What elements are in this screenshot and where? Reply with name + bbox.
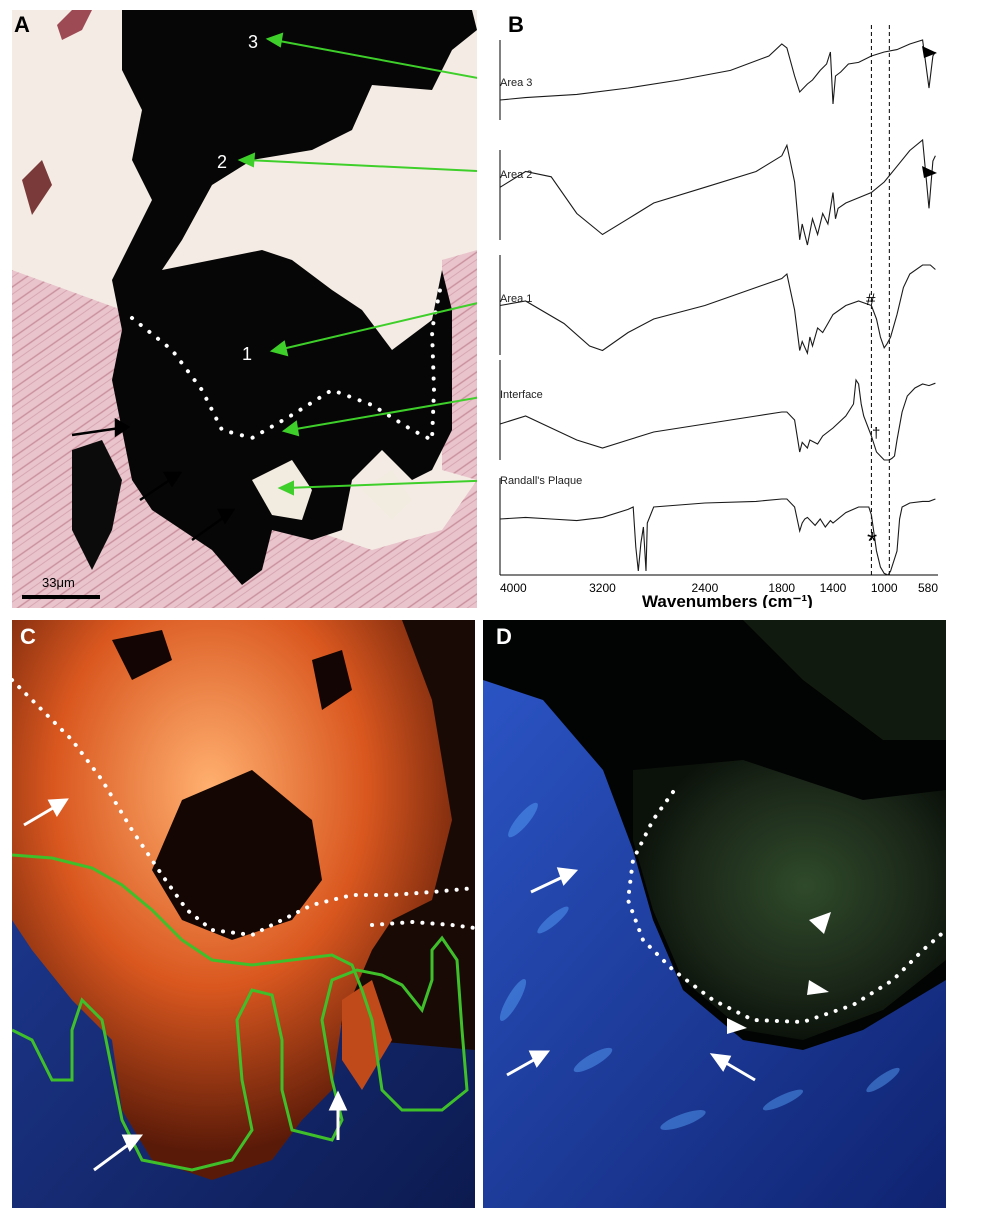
- label-area-2: Area 2: [500, 169, 532, 181]
- panel-a-label: A: [14, 12, 30, 37]
- x-tick-labels: 4000 3200 2400 1800 1400 1000 580: [500, 581, 938, 595]
- arrowhead-area-2: [922, 166, 937, 178]
- label-randalls-plaque: Randall's Plaque: [500, 475, 582, 487]
- label-area-3: Area 3: [500, 77, 532, 89]
- area-2-number: 2: [217, 152, 227, 172]
- panel-c-fluorescence: [12, 620, 475, 1208]
- spectrum-line-4: [499, 378, 936, 461]
- x-tick-label: 3200: [589, 581, 616, 595]
- x-tick-label: 4000: [500, 581, 527, 595]
- reference-lines: [870, 25, 890, 575]
- peak-marker-dagger: †: [872, 425, 880, 442]
- spectra-traces: [499, 39, 936, 576]
- spectrum-line-5: [499, 498, 936, 576]
- x-tick-label: 1800: [768, 581, 795, 595]
- arrowhead-area-3: [922, 46, 937, 58]
- arrowhead-d-3: [727, 1018, 747, 1034]
- panel-c-image: [12, 620, 475, 1208]
- peak-marker-hash: #: [866, 290, 876, 309]
- scale-bar-label: 33μm: [42, 575, 75, 590]
- x-axis-label: Wavenumbers (cm⁻¹): [642, 592, 813, 608]
- x-tick-label: 1400: [820, 581, 847, 595]
- spectrum-line-2: [499, 138, 936, 246]
- arrowhead-d-2: [807, 980, 829, 995]
- x-tick-label: 2400: [692, 581, 719, 595]
- panel-a-image: 3 2 1 33μm: [12, 10, 477, 608]
- panel-c-label: C: [20, 624, 36, 649]
- x-tick-label: 1000: [871, 581, 898, 595]
- panel-b-label: B: [508, 12, 524, 37]
- spectrum-line-3: [499, 264, 936, 356]
- area-1-number: 1: [242, 344, 252, 364]
- arrowhead-d-1: [809, 912, 831, 934]
- label-interface: Interface: [500, 389, 543, 401]
- x-tick-label: 580: [918, 581, 938, 595]
- panel-a-micrograph: 3 2 1 33μm: [12, 10, 477, 608]
- area-3-number: 3: [248, 32, 258, 52]
- panel-d-fluorescence: [483, 620, 946, 1208]
- panel-d-label: D: [496, 624, 512, 649]
- panel-d-image: [483, 620, 946, 1208]
- panel-b-spectra-chart: Area 3 Area 2 Area 1 Interface Randall's…: [499, 25, 938, 608]
- spectrum-line-1: [499, 39, 936, 105]
- label-area-1: Area 1: [500, 293, 532, 305]
- peak-marker-asterisk: *: [867, 526, 877, 556]
